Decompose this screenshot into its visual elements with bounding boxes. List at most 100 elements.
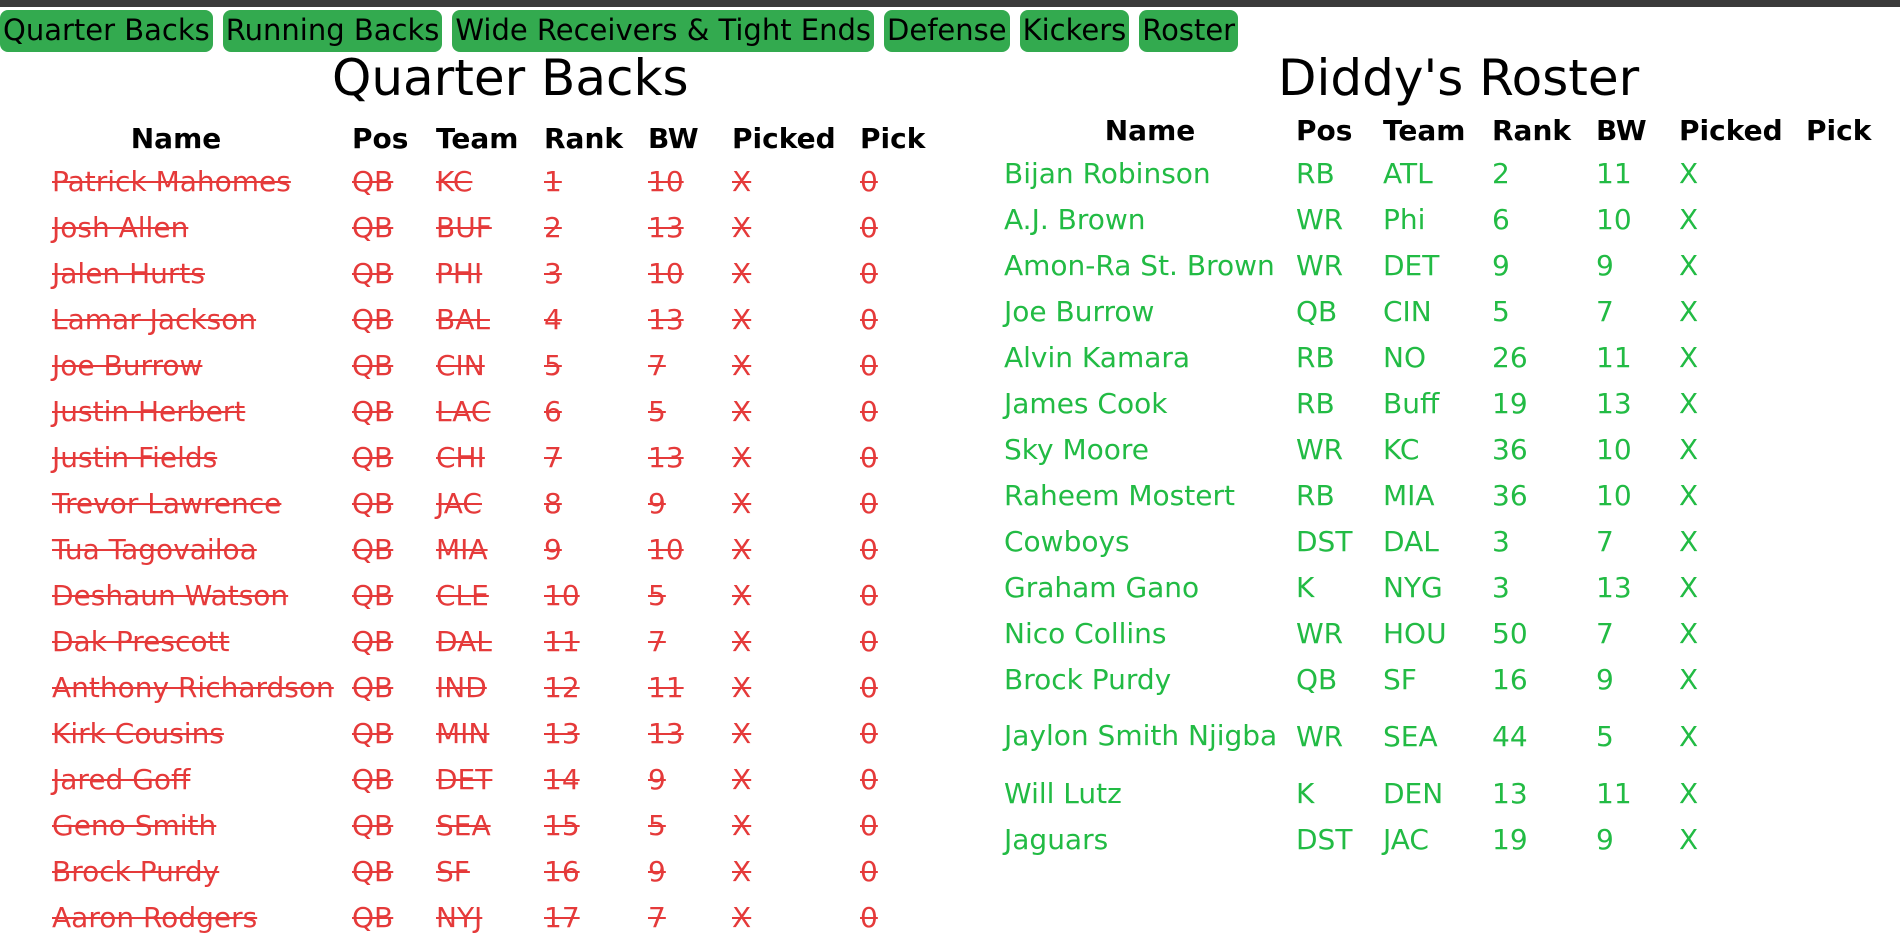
nav-tab-running-backs[interactable]: Running Backs (222, 10, 443, 52)
qb-player-team: CIN (436, 348, 485, 382)
nav-tab-defense[interactable]: Defense (884, 10, 1010, 52)
qb-player-team: LAC (436, 394, 491, 428)
nav-tab-quarter-backs[interactable]: Quarter Backs (0, 10, 213, 52)
qb-table-row: Joe Burrow QB CIN 5 7 X 0 (0, 342, 940, 388)
qb-table-row: Brock Purdy QB SF 16 9 X 0 (0, 848, 940, 894)
qb-pick-button[interactable]: 0 (860, 716, 878, 750)
roster-player-bw: 11 (1596, 156, 1632, 190)
roster-player-pick (1806, 380, 1884, 426)
qb-player-pos: QB (352, 808, 394, 842)
qb-player-picked: X (732, 578, 752, 612)
qb-player-rank: 13 (544, 716, 580, 750)
roster-player-name: A.J. Brown (1004, 202, 1146, 236)
qb-player-pos: QB (352, 532, 394, 566)
roster-player-bw: 13 (1596, 386, 1632, 420)
qb-player-picked: X (732, 716, 752, 750)
qb-table-row: Tua Tagovailoa QB MIA 9 10 X 0 (0, 526, 940, 572)
qb-pick-button[interactable]: 0 (860, 808, 878, 842)
qb-pick-button[interactable]: 0 (860, 486, 878, 520)
qb-pick-button[interactable]: 0 (860, 394, 878, 428)
roster-player-picked: X (1679, 524, 1699, 558)
roster-table-header-row: Name Pos Team Rank BW Picked Pick (1004, 110, 1884, 150)
nav-tab-roster[interactable]: Roster (1139, 10, 1239, 52)
qb-player-rank: 14 (544, 762, 580, 796)
roster-player-picked: X (1679, 202, 1699, 236)
qb-pick-button[interactable]: 0 (860, 624, 878, 658)
qb-table-row: Justin Herbert QB LAC 6 5 X 0 (0, 388, 940, 434)
qb-player-pos: QB (352, 210, 394, 244)
roster-player-pos: WR (1296, 432, 1344, 466)
qb-player-name: Lamar Jackson (52, 302, 257, 336)
qb-player-pos: QB (352, 348, 394, 382)
roster-player-picked: X (1679, 719, 1699, 753)
roster-player-picked: X (1679, 570, 1699, 604)
qb-player-picked: X (732, 762, 752, 796)
qb-pick-button[interactable]: 0 (860, 900, 878, 934)
roster-player-rank: 36 (1492, 432, 1528, 466)
qb-player-picked: X (732, 302, 752, 336)
qb-player-picked: X (732, 210, 752, 244)
qb-player-bw: 9 (648, 486, 666, 520)
roster-player-rank: 6 (1492, 202, 1510, 236)
roster-player-name: James Cook (1004, 386, 1168, 420)
roster-player-pos: DST (1296, 822, 1353, 856)
nav-tab-wide-receivers-tight-ends[interactable]: Wide Receivers & Tight Ends (452, 10, 875, 52)
qb-player-rank: 15 (544, 808, 580, 842)
roster-player-rank: 9 (1492, 248, 1510, 282)
qb-pick-button[interactable]: 0 (860, 762, 878, 796)
roster-player-team: NO (1383, 340, 1426, 374)
qb-table-row: Patrick Mahomes QB KC 1 10 X 0 (0, 158, 940, 204)
qb-pick-button[interactable]: 0 (860, 302, 878, 336)
roster-table-row: Nico Collins WR HOU 50 7 X (1004, 610, 1884, 656)
roster-player-pick (1806, 150, 1884, 196)
roster-player-name: Nico Collins (1004, 616, 1167, 650)
roster-player-team: SEA (1383, 719, 1438, 753)
qb-player-name: Trevor Lawrence (52, 486, 282, 520)
qb-table-row: Jared Goff QB DET 14 9 X 0 (0, 756, 940, 802)
qb-player-rank: 1 (544, 164, 562, 198)
roster-player-name: Amon-Ra St. Brown (1004, 248, 1275, 282)
roster-player-picked: X (1679, 294, 1699, 328)
roster-player-bw: 9 (1596, 248, 1614, 282)
qb-pick-button[interactable]: 0 (860, 532, 878, 566)
qb-player-pos: QB (352, 900, 394, 934)
qb-player-name: Dak Prescott (52, 624, 230, 658)
qb-player-rank: 6 (544, 394, 562, 428)
qb-player-name: Jalen Hurts (52, 256, 205, 290)
roster-player-picked: X (1679, 156, 1699, 190)
qb-player-rank: 11 (544, 624, 580, 658)
roster-player-rank: 2 (1492, 156, 1510, 190)
qb-player-pos: QB (352, 486, 394, 520)
nav-tab-kickers[interactable]: Kickers (1019, 10, 1130, 52)
qb-player-picked: X (732, 532, 752, 566)
roster-player-bw: 10 (1596, 432, 1632, 466)
qb-player-picked: X (732, 624, 752, 658)
roster-player-pick (1806, 564, 1884, 610)
qb-pick-button[interactable]: 0 (860, 578, 878, 612)
qb-pick-button[interactable]: 0 (860, 256, 878, 290)
qb-player-name: Jared Goff (52, 762, 191, 796)
qb-pick-button[interactable]: 0 (860, 210, 878, 244)
roster-player-bw: 11 (1596, 340, 1632, 374)
roster-player-picked: X (1679, 616, 1699, 650)
qb-player-bw: 9 (648, 762, 666, 796)
qb-player-bw: 11 (648, 670, 684, 704)
roster-player-name: Graham Gano (1004, 570, 1200, 604)
qb-player-pos: QB (352, 670, 394, 704)
qb-pick-button[interactable]: 0 (860, 854, 878, 888)
roster-player-pos: WR (1296, 248, 1344, 282)
qb-player-rank: 9 (544, 532, 562, 566)
qb-table-row: Josh Allen QB BUF 2 13 X 0 (0, 204, 940, 250)
qb-table-row: Trevor Lawrence QB JAC 8 9 X 0 (0, 480, 940, 526)
roster-header-pos: Pos (1296, 113, 1353, 147)
qb-table-row: Justin Fields QB CHI 7 13 X 0 (0, 434, 940, 480)
qb-player-team: BUF (436, 210, 492, 244)
qb-pick-button[interactable]: 0 (860, 164, 878, 198)
qb-player-team: SF (436, 854, 470, 888)
qb-player-bw: 13 (648, 440, 684, 474)
roster-player-rank: 50 (1492, 616, 1528, 650)
qb-pick-button[interactable]: 0 (860, 670, 878, 704)
qb-pick-button[interactable]: 0 (860, 348, 878, 382)
qb-player-pos: QB (352, 440, 394, 474)
qb-pick-button[interactable]: 0 (860, 440, 878, 474)
